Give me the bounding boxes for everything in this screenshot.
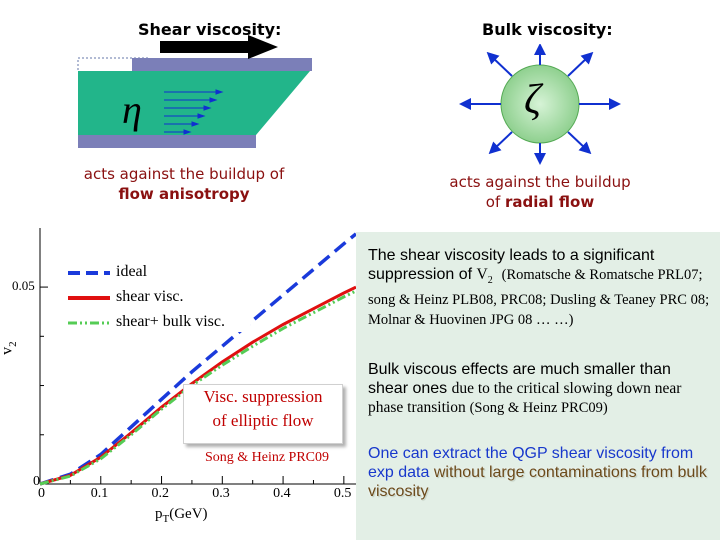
zeta-symbol: ζ [524,77,542,123]
x-tick-label: 0.1 [90,486,109,501]
p3-main: One can extract the QGP shear viscosity … [368,445,694,481]
paragraph-bulk-effects: Bulk viscous effects are much smaller th… [368,360,714,418]
text-panel: The shear viscosity leads to a significa… [356,232,720,540]
y-axis-label-main: v [0,346,16,355]
p2-reference: (Song & Heinz PRC09) [469,400,608,416]
suppression-inset-box: Visc. suppression of elliptic flow [183,384,343,444]
v2-plot [39,228,358,486]
bulk-diagram [459,44,621,165]
p2-main: Bulk viscous effects are much smaller th… [368,361,671,397]
paragraph-shear-suppression: The shear viscosity leads to a significa… [368,246,714,330]
x-tick-label: 0.2 [151,486,170,501]
legend-label-ideal: ideal [116,263,148,280]
p1-main: The shear viscosity leads to a significa… [368,247,655,283]
x-tick-label: 0.5 [333,486,352,501]
shear-caption-line2: flow anisotropy [118,185,250,203]
series-line-shear-bulk-visc- [39,289,357,486]
x-tick-label: 0.3 [212,486,230,501]
p2-reason: due to the critical slowing down near ph… [368,380,682,416]
p1-v2: V2 [476,266,493,287]
legend-label-bulk: shear+ bulk visc. [116,313,225,330]
y-axis-label: v2 [0,341,19,355]
x-tick-label: 0.4 [273,486,291,501]
p1-v-sub: 2 [487,275,493,287]
p1-v: V [476,266,488,283]
y-axis-label-sub: 2 [6,341,19,347]
x-tick-label: 0 [38,486,45,501]
bulk-caption-prefix: of [485,193,506,211]
shear-diagram [77,35,312,148]
plot-frame [39,228,356,485]
p1-references: (Romatsche & Romatsche PRL07; song & Hei… [368,267,710,329]
p3-highlight: without large contaminations from bulk v… [368,464,707,500]
y-tick-0: 0 [33,474,40,489]
legend-label-shear: shear visc. [116,288,184,305]
series-line-ideal [39,232,358,486]
bulk-caption-bold: radial flow [505,193,595,211]
x-axis-label-unit: (GeV) [169,506,208,522]
plot-series-lines [39,232,358,486]
bulk-caption-line1: acts against the buildup [449,173,631,191]
paragraph-extraction: One can extract the QGP shear viscosity … [368,444,714,501]
plot-citation: Song & Heinz PRC09 [204,450,330,465]
inset-line2: of elliptic flow [212,411,314,430]
eta-symbol: η [122,87,142,132]
shear-caption-line1: acts against the buildup of [83,165,285,183]
x-axis-label-sub: T [162,513,170,525]
y-tick-0.05: 0.05 [12,278,35,293]
x-axis-label-main: p [155,506,163,522]
shear-title: Shear viscosity: [138,20,282,39]
x-axis-label: pT(GeV) [155,506,208,525]
bulk-title: Bulk viscosity: [482,20,613,39]
inset-line1: Visc. suppression [203,387,323,406]
bulk-caption: acts against the buildup of radial flow [420,172,660,212]
plot-legend: ideal shear visc. shear+ bulk visc. [60,262,250,332]
legend-swatches [68,271,110,325]
shear-caption: acts against the buildup of flow anisotr… [60,164,308,204]
